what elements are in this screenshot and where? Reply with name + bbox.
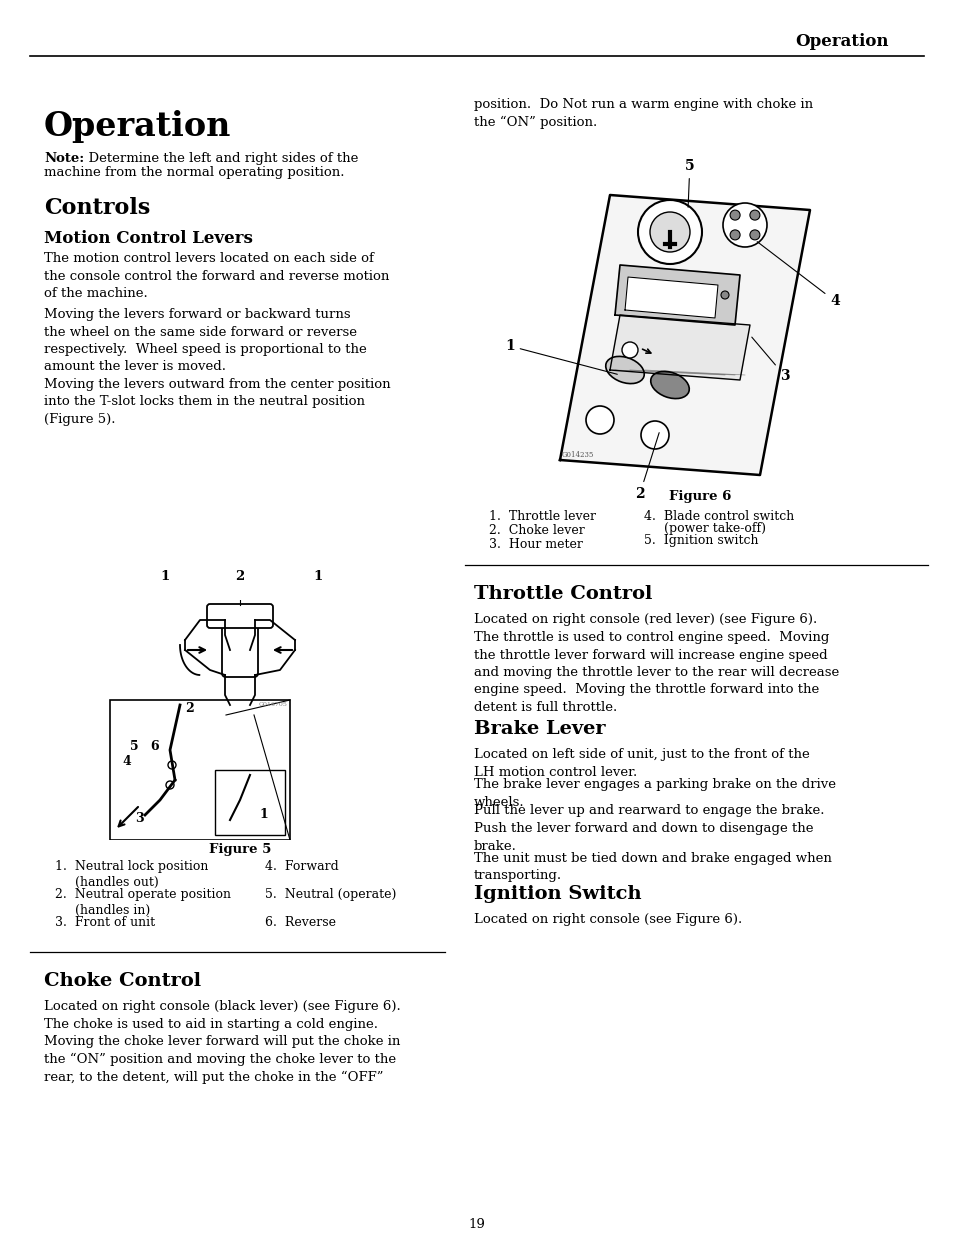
Text: Located on right console (black lever) (see Figure 6).: Located on right console (black lever) (… [44, 1000, 400, 1013]
Circle shape [749, 210, 760, 220]
Text: 5.  Ignition switch: 5. Ignition switch [643, 534, 758, 547]
Text: The throttle is used to control engine speed.  Moving
the throttle lever forward: The throttle is used to control engine s… [474, 631, 839, 714]
Text: Operation: Operation [794, 33, 887, 51]
Circle shape [749, 230, 760, 240]
Text: The unit must be tied down and brake engaged when
transporting.: The unit must be tied down and brake eng… [474, 852, 831, 883]
Text: 2: 2 [185, 701, 193, 715]
Text: position.  Do Not run a warm engine with choke in
the “ON” position.: position. Do Not run a warm engine with … [474, 98, 812, 128]
Text: Located on left side of unit, just to the front of the
LH motion control lever.: Located on left side of unit, just to th… [474, 748, 809, 778]
Text: Note:: Note: [44, 152, 84, 165]
Text: Located on right console (see Figure 6).: Located on right console (see Figure 6). [474, 913, 741, 926]
Text: Ignition Switch: Ignition Switch [474, 885, 641, 903]
Text: 1.  Neutral lock position
     (handles out): 1. Neutral lock position (handles out) [55, 860, 208, 889]
Text: 1: 1 [260, 808, 269, 821]
Circle shape [168, 761, 175, 769]
Ellipse shape [650, 372, 689, 399]
Circle shape [722, 203, 766, 247]
Text: 6.  Reverse: 6. Reverse [265, 916, 335, 929]
Text: Push the lever forward and down to disengage the
brake.: Push the lever forward and down to disen… [474, 823, 813, 852]
Text: 5: 5 [130, 740, 138, 753]
Text: 4.  Forward: 4. Forward [265, 860, 338, 873]
Text: 3.  Front of unit: 3. Front of unit [55, 916, 155, 929]
Text: (power take-off): (power take-off) [643, 522, 765, 535]
Text: The choke is used to aid in starting a cold engine.
Moving the choke lever forwa: The choke is used to aid in starting a c… [44, 1018, 400, 1084]
Text: 2: 2 [635, 432, 659, 501]
Text: The brake lever engages a parking brake on the drive
wheels.: The brake lever engages a parking brake … [474, 778, 835, 809]
FancyBboxPatch shape [207, 604, 273, 629]
Text: Moving the levers outward from the center position
into the T-slot locks them in: Moving the levers outward from the cente… [44, 378, 390, 426]
Circle shape [729, 210, 740, 220]
Circle shape [649, 212, 689, 252]
Circle shape [729, 230, 740, 240]
Text: G014235: G014235 [561, 451, 594, 459]
Text: 1: 1 [504, 338, 617, 374]
Text: Throttle Control: Throttle Control [474, 585, 652, 603]
Text: 3.  Hour meter: 3. Hour meter [489, 538, 582, 551]
Bar [110, 700, 290, 840]
Text: Moving the levers forward or backward turns
the wheel on the same side forward o: Moving the levers forward or backward tu… [44, 308, 366, 373]
Text: 3: 3 [135, 811, 144, 825]
Text: Pull the lever up and rearward to engage the brake.: Pull the lever up and rearward to engage… [474, 804, 823, 818]
Text: The motion control levers located on each side of
the console control the forwar: The motion control levers located on eac… [44, 252, 389, 300]
Text: Figure 5: Figure 5 [209, 844, 271, 856]
Polygon shape [559, 195, 809, 475]
Text: Located on right console (red lever) (see Figure 6).: Located on right console (red lever) (se… [474, 613, 817, 626]
Circle shape [638, 200, 701, 264]
Circle shape [720, 291, 728, 299]
Text: 5: 5 [684, 159, 694, 207]
Text: 3: 3 [751, 337, 789, 383]
Text: 4: 4 [122, 755, 131, 768]
Text: 2.  Choke lever: 2. Choke lever [489, 524, 584, 537]
Circle shape [585, 406, 614, 433]
Text: Determine the left and right sides of the: Determine the left and right sides of th… [80, 152, 358, 165]
Text: 1: 1 [313, 571, 322, 583]
Circle shape [640, 421, 668, 450]
Bar [214, 769, 285, 835]
Text: 4: 4 [757, 242, 839, 308]
Text: Controls: Controls [44, 198, 150, 219]
Polygon shape [624, 277, 718, 317]
Text: Motion Control Levers: Motion Control Levers [44, 230, 253, 247]
Text: Choke Control: Choke Control [44, 972, 201, 990]
Bar [242, 701, 266, 713]
Text: machine from the normal operating position.: machine from the normal operating positi… [44, 165, 344, 179]
Ellipse shape [605, 357, 643, 384]
Text: 6: 6 [150, 740, 158, 753]
Text: Brake Lever: Brake Lever [474, 720, 605, 739]
Text: 4.  Blade control switch: 4. Blade control switch [643, 510, 794, 522]
Text: 19: 19 [468, 1218, 485, 1231]
Polygon shape [609, 315, 749, 380]
Bar [218, 701, 242, 713]
Text: G016705: G016705 [259, 701, 288, 706]
Text: Operation: Operation [44, 110, 232, 143]
Polygon shape [615, 266, 740, 325]
Text: 2: 2 [235, 571, 244, 583]
Text: 1.  Throttle lever: 1. Throttle lever [489, 510, 596, 522]
FancyBboxPatch shape [222, 613, 257, 677]
Text: 2.  Neutral operate position
     (handles in): 2. Neutral operate position (handles in) [55, 888, 231, 918]
Text: Figure 6: Figure 6 [668, 490, 730, 503]
Text: 1: 1 [160, 571, 170, 583]
Text: 5.  Neutral (operate): 5. Neutral (operate) [265, 888, 395, 902]
Circle shape [166, 781, 173, 789]
Circle shape [621, 342, 638, 358]
